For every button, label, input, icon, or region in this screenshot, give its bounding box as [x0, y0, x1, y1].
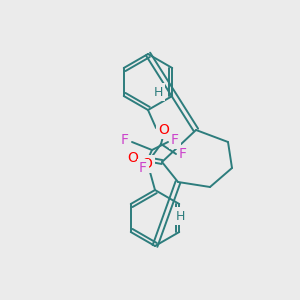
Text: F: F	[139, 161, 147, 175]
Text: O: O	[128, 151, 138, 165]
Text: O: O	[142, 157, 152, 171]
Text: F: F	[179, 147, 187, 161]
Text: H: H	[153, 85, 163, 98]
Text: F: F	[121, 133, 129, 147]
Text: F: F	[171, 133, 179, 147]
Text: H: H	[176, 209, 185, 223]
Text: O: O	[159, 123, 170, 137]
